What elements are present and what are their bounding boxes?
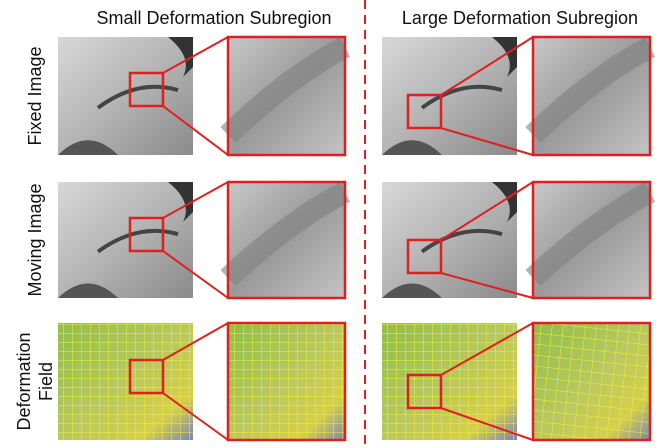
row-label: Deformation xyxy=(14,332,34,430)
mri-image xyxy=(382,37,517,155)
grid-overlay xyxy=(382,323,517,440)
grid-overlay xyxy=(533,323,650,440)
row-label: Field xyxy=(36,362,56,401)
mri-image xyxy=(58,182,193,298)
mri-image xyxy=(58,37,193,155)
row-label: Fixed Image xyxy=(25,46,45,145)
figure: Small Deformation Subregion Large Deform… xyxy=(0,0,670,448)
column-title: Small Deformation Subregion xyxy=(96,8,331,28)
mri-image xyxy=(382,182,517,298)
grid-overlay xyxy=(228,323,345,440)
column-title: Large Deformation Subregion xyxy=(402,8,638,28)
row-label: Moving Image xyxy=(25,183,45,296)
grid-overlay xyxy=(58,323,193,440)
